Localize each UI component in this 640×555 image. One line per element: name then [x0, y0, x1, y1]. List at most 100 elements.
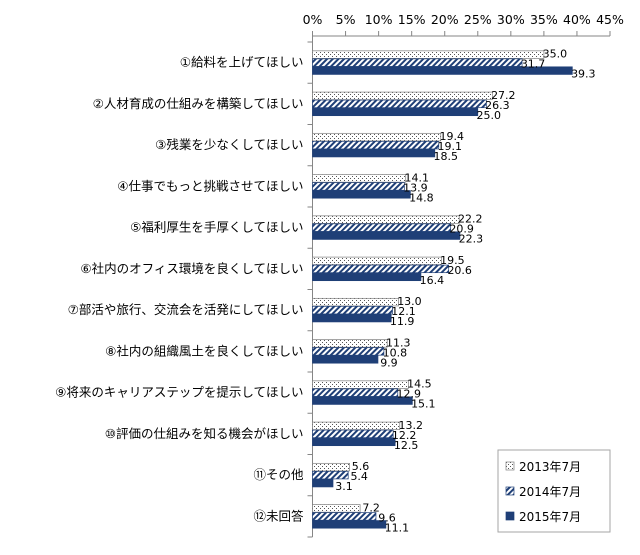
data-label: 12.9 [397, 388, 422, 401]
data-label: 26.3 [485, 99, 510, 112]
bar [312, 91, 493, 101]
bar [312, 462, 350, 472]
x-tick-label: 40% [563, 12, 591, 27]
legend: 2013年7月 2014年7月 2015年7月 [497, 449, 611, 533]
category-label: ③残業を少なくしてほしい [155, 137, 303, 152]
bar [312, 272, 422, 282]
category-label: ⑤福利厚生を手厚くしてほしい [130, 220, 303, 235]
category-label: ⑥社内のオフィス環境を良くしてほしい [80, 261, 303, 276]
bar [312, 182, 405, 191]
data-label: 12.2 [392, 429, 417, 442]
x-tick-label: 0% [303, 12, 323, 27]
bar [312, 305, 393, 315]
bar [312, 297, 399, 307]
data-label: 19.5 [440, 254, 465, 267]
bar [312, 190, 411, 199]
legend-swatch [505, 461, 515, 471]
data-label: 19.1 [438, 140, 463, 153]
category-label: ⑦部活や旅行、交流会を活発にしてほしい [68, 302, 304, 317]
bar [312, 339, 388, 348]
category-label: ①給料を上げてほしい [180, 55, 304, 70]
data-label: 16.4 [420, 274, 445, 287]
data-label: 10.8 [383, 346, 408, 359]
bar [312, 256, 442, 266]
category-label: ④仕事でもっと挑戦させてほしい [117, 178, 303, 193]
data-label: 11.3 [386, 336, 411, 349]
x-tick-label: 5% [336, 12, 356, 27]
legend-swatch [505, 511, 515, 521]
data-label: 22.3 [459, 233, 484, 246]
data-label: 7.2 [362, 501, 380, 514]
category-label: ⑫未回答 [253, 508, 304, 523]
bar [312, 396, 413, 405]
data-label: 18.5 [434, 150, 459, 163]
data-label: 20.9 [449, 223, 474, 236]
bar [312, 223, 452, 232]
x-tick-label: 30% [497, 12, 525, 27]
bar [312, 421, 401, 431]
bar [312, 231, 461, 240]
bar [312, 66, 573, 75]
category-label: ⑨将来のキャリアステップを提示してほしい [55, 385, 303, 400]
bar [312, 99, 487, 109]
legend-label: 2015年7月 [519, 510, 581, 524]
bar [312, 174, 407, 183]
bar [312, 107, 479, 117]
x-tick-label: 25% [464, 12, 492, 27]
x-tick-label: 45% [596, 12, 624, 27]
x-tick-label: 10% [365, 12, 393, 27]
data-label: 13.9 [403, 181, 428, 194]
data-label: 35.0 [543, 48, 568, 61]
bar [312, 148, 436, 158]
data-label: 13.2 [399, 419, 424, 432]
bar [312, 504, 361, 513]
data-label: 5.6 [352, 460, 370, 473]
bar [312, 140, 440, 150]
bar [312, 347, 385, 356]
bar [312, 313, 392, 323]
data-label: 5.4 [350, 470, 368, 483]
bar [312, 58, 523, 67]
bar [312, 215, 460, 224]
data-label: 12.5 [394, 439, 419, 452]
bar [312, 470, 349, 480]
legend-swatch [505, 486, 515, 496]
bar [312, 520, 387, 529]
bar [312, 50, 545, 59]
bar [312, 132, 442, 142]
x-axis: 0% 5% 10% 15% 20% 25% 30% 35% 40% 45% [303, 12, 624, 538]
data-label: 12.1 [391, 305, 416, 318]
legend-label: 2014年7月 [519, 485, 581, 499]
data-label: 3.1 [335, 480, 353, 493]
category-label: ⑪その他 [253, 467, 304, 482]
data-label: 20.6 [447, 264, 472, 277]
data-label: 22.2 [458, 213, 483, 226]
data-label: 14.1 [404, 171, 429, 184]
bar [312, 429, 394, 439]
data-label: 11.9 [390, 315, 415, 328]
data-label: 14.5 [407, 378, 432, 391]
category-label: ②人材育成の仕組みを構築してほしい [93, 96, 304, 111]
data-label: 31.7 [521, 58, 546, 71]
category-label: ⑩評価の仕組みを知る機会がほしい [105, 426, 304, 441]
data-label: 11.1 [385, 521, 410, 534]
bar [312, 355, 379, 364]
bar [312, 264, 450, 274]
legend-box [497, 449, 611, 533]
x-tick-label: 35% [530, 12, 558, 27]
bar [312, 512, 377, 521]
bars [312, 50, 573, 529]
data-label: 27.2 [491, 89, 516, 102]
bar [312, 380, 409, 389]
data-label: 13.0 [397, 295, 422, 308]
data-label: 39.3 [571, 68, 596, 81]
data-labels: 35.0 27.2 19.4 14.1 22.2 19.5 13.0 11.3 14.5 13.2… [335, 48, 595, 535]
bar [312, 437, 396, 447]
data-label: 15.1 [411, 398, 436, 411]
bar [312, 478, 334, 488]
bar [312, 388, 399, 397]
x-tick-label: 15% [398, 12, 426, 27]
legend-label: 2013年7月 [519, 460, 581, 474]
